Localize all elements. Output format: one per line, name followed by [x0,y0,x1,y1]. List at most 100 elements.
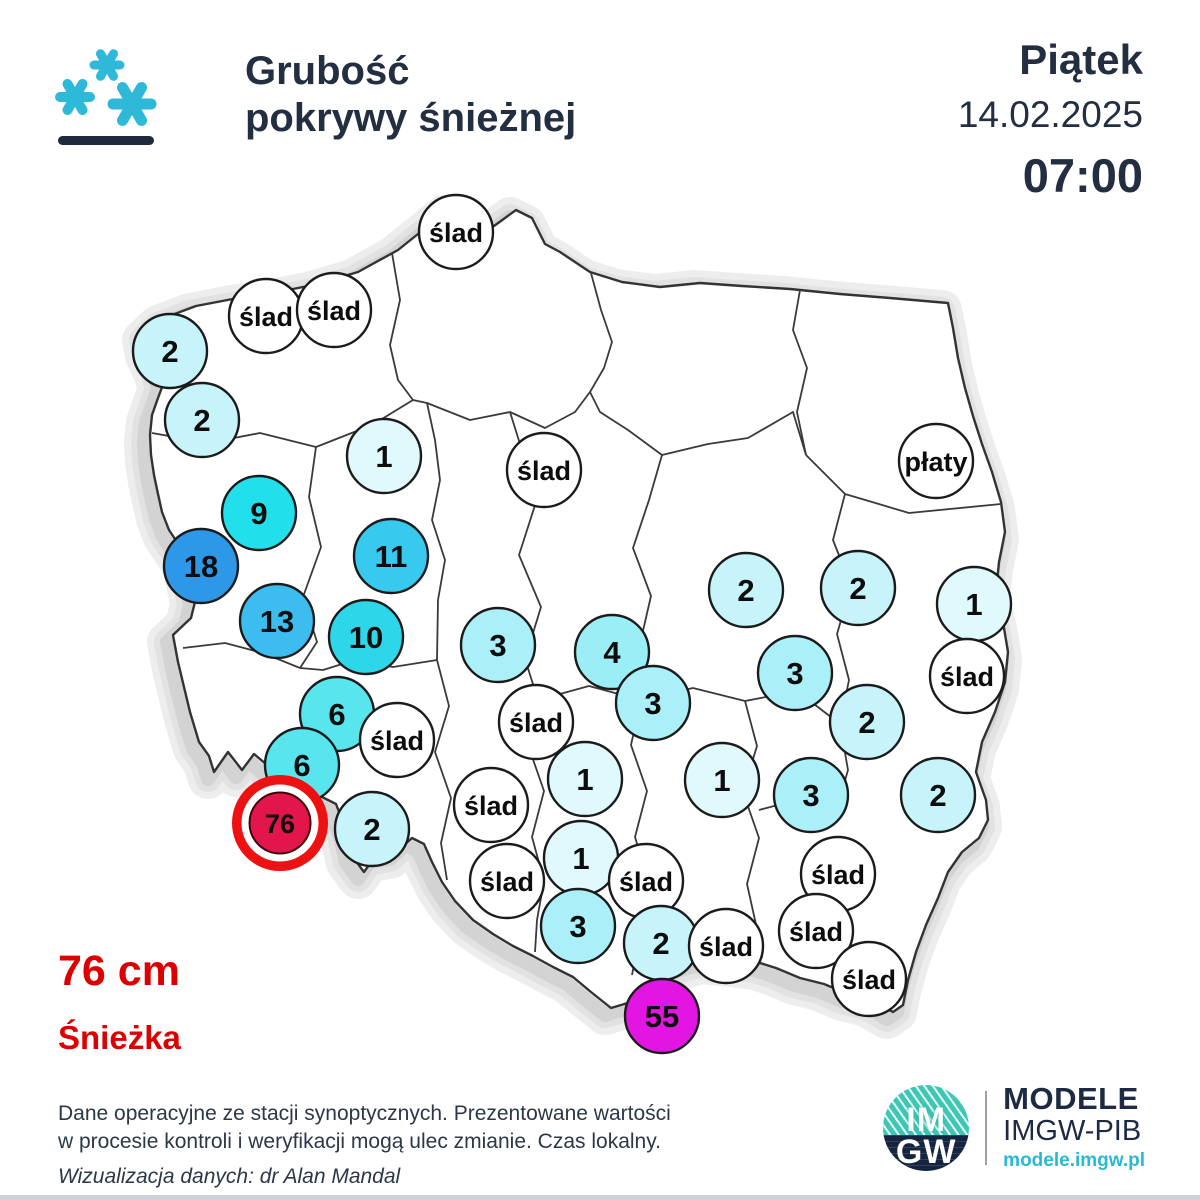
station-value: płaty [904,447,967,477]
station-marker: ślad [358,701,436,779]
station-value: 10 [349,620,383,655]
station-value: 2 [737,573,754,608]
station-marker: 4 [573,613,651,691]
station-value: 2 [849,571,866,606]
station-marker: 55 [623,977,701,1055]
station-value: 1 [965,587,982,622]
station-value: 1 [572,841,589,876]
station-marker: ślad [417,193,495,271]
station-value: ślad [789,917,843,947]
station-marker: 2 [899,756,977,834]
station-marker: 13 [238,582,316,660]
date-label: 14.02.2025 [957,94,1143,135]
station-value: 6 [293,748,310,783]
ground-bar [58,136,154,145]
title-line1: Grubość [245,49,410,93]
station-value: 2 [363,812,380,847]
time-label: 07:00 [1022,149,1143,202]
station-marker: 3 [539,887,617,965]
station-marker: ślad [452,766,530,844]
imgw-logo-top: IM [883,1084,970,1139]
brand-name: MODELE [1003,1081,1139,1116]
datetime-block: Piątek 14.02.2025 07:00 [958,34,1143,208]
station-marker: 2 [333,790,411,868]
station-marker: 10 [327,598,405,676]
station-marker: 2 [622,904,700,982]
brand-divider [985,1090,988,1165]
title-line2: pokrywy śnieżnej [245,96,577,140]
station-marker: 18 [162,527,240,605]
station-value: 4 [603,635,621,670]
station-value: 18 [184,549,218,584]
station-value: 3 [569,909,586,944]
station-value: 2 [929,778,946,813]
station-marker: 3 [772,756,850,834]
max-snow-highlight: 76 cm Śnieżka [58,946,181,1058]
station-marker: 76 [232,775,328,871]
imgw-logo-bottom: GW [883,1132,970,1171]
brand-org: IMGW-PIB [1003,1115,1142,1147]
station-marker: ślad [295,271,373,349]
station-marker: 1 [683,741,761,819]
station-value: ślad [239,302,293,332]
station-value: ślad [842,965,896,995]
station-marker: ślad [505,431,583,509]
station-marker: ślad [799,835,877,913]
station-value: 11 [375,539,408,574]
station-marker: ślad [227,277,305,355]
station-marker: 2 [131,312,209,390]
station-marker: ślad [830,940,908,1018]
station-value: ślad [480,867,534,897]
station-marker: 9 [220,474,298,552]
station-marker: ślad [777,892,855,970]
station-marker: 1 [935,565,1013,643]
station-value: 3 [644,686,661,721]
imgw-brand: IM GW MODELE IMGW-PIB modele.imgw.pl [883,1082,1145,1173]
imgw-logo-im: IM [906,1100,947,1139]
station-marker: ślad [687,907,765,985]
station-value: ślad [619,867,673,897]
station-value: 3 [802,778,819,813]
station-marker: ślad [928,637,1006,715]
credit-line: Wizualizacja danych: dr Alan Mandal [58,1165,401,1188]
station-marker: 3 [614,664,692,742]
max-value: 76 cm [58,947,180,995]
weekday-label: Piątek [1019,36,1143,83]
station-marker: 1 [542,819,620,897]
station-value: 1 [375,439,392,474]
station-marker: 2 [163,381,241,459]
station-marker: ślad [497,683,575,761]
station-marker: 3 [459,606,537,684]
imgw-logo-icon: IM GW [883,1084,970,1171]
station-value: 9 [250,496,267,531]
station-value: ślad [429,218,483,248]
station-marker: 11 [352,517,430,595]
station-value: ślad [464,791,518,821]
snow-depth-icon [55,49,157,145]
station-value: 2 [652,926,669,961]
station-value: 2 [858,705,875,740]
station-value: ślad [940,662,994,692]
disclaimer-line1: Dane operacyjne ze stacji synoptycznych.… [58,1102,671,1125]
max-station: Śnieżka [58,1019,181,1056]
bottom-edge-bar [0,1195,1200,1200]
station-value: ślad [307,296,361,326]
brand-text: MODELE IMGW-PIB modele.imgw.pl [1003,1082,1145,1173]
brand-url[interactable]: modele.imgw.pl [1003,1150,1145,1171]
imgw-logo-gw: GW [895,1132,957,1171]
station-marker: 2 [707,551,785,629]
station-marker: 1 [546,740,624,818]
station-value: ślad [811,860,865,890]
station-value: 2 [193,403,210,438]
snowflake-icon [55,49,157,126]
station-marker: płaty [897,422,975,500]
station-value: 55 [645,999,679,1034]
station-value: 2 [161,334,178,369]
station-value: 3 [786,656,803,691]
disclaimer: Dane operacyjne ze stacji synoptycznych.… [58,1100,671,1191]
station-marker: 3 [756,634,834,712]
station-marker: 2 [819,549,897,627]
station-marker: ślad [468,842,546,920]
station-value: 13 [260,604,294,639]
